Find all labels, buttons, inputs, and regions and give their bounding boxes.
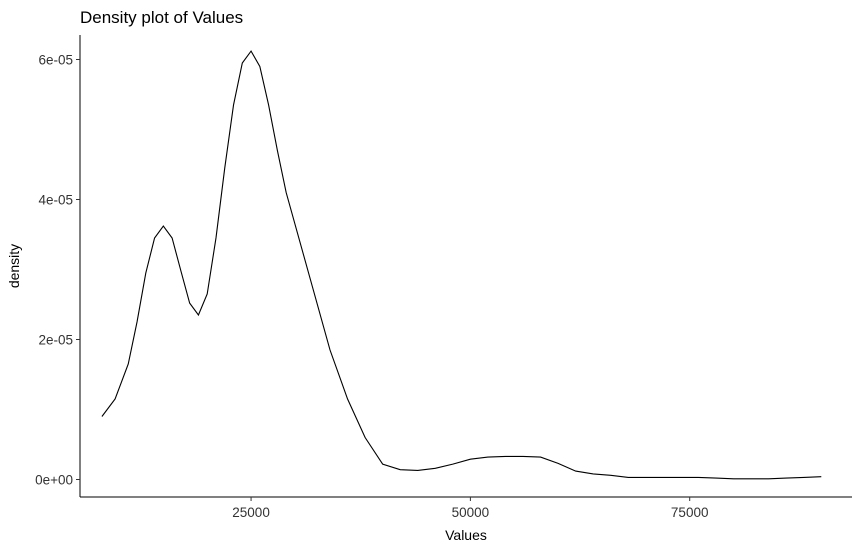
y-tick-label: 0e+00: [35, 473, 73, 488]
x-tick-label: 50000: [452, 505, 490, 520]
y-tick-label: 2e-05: [38, 333, 73, 348]
x-axis-ticks: 25000 50000 75000: [232, 497, 708, 520]
chart-title: Density plot of Values: [80, 8, 243, 27]
y-axis-ticks: 0e+00 2e-05 4e-05 6e-05: [35, 53, 80, 488]
x-tick-label: 75000: [671, 505, 709, 520]
x-tick-label: 25000: [232, 505, 270, 520]
plot-panel: [79, 35, 852, 498]
y-tick-label: 4e-05: [38, 193, 73, 208]
y-axis-title: density: [6, 244, 22, 288]
x-axis-title: Values: [445, 527, 487, 543]
y-tick-label: 6e-05: [38, 53, 73, 68]
density-line: [101, 50, 822, 480]
